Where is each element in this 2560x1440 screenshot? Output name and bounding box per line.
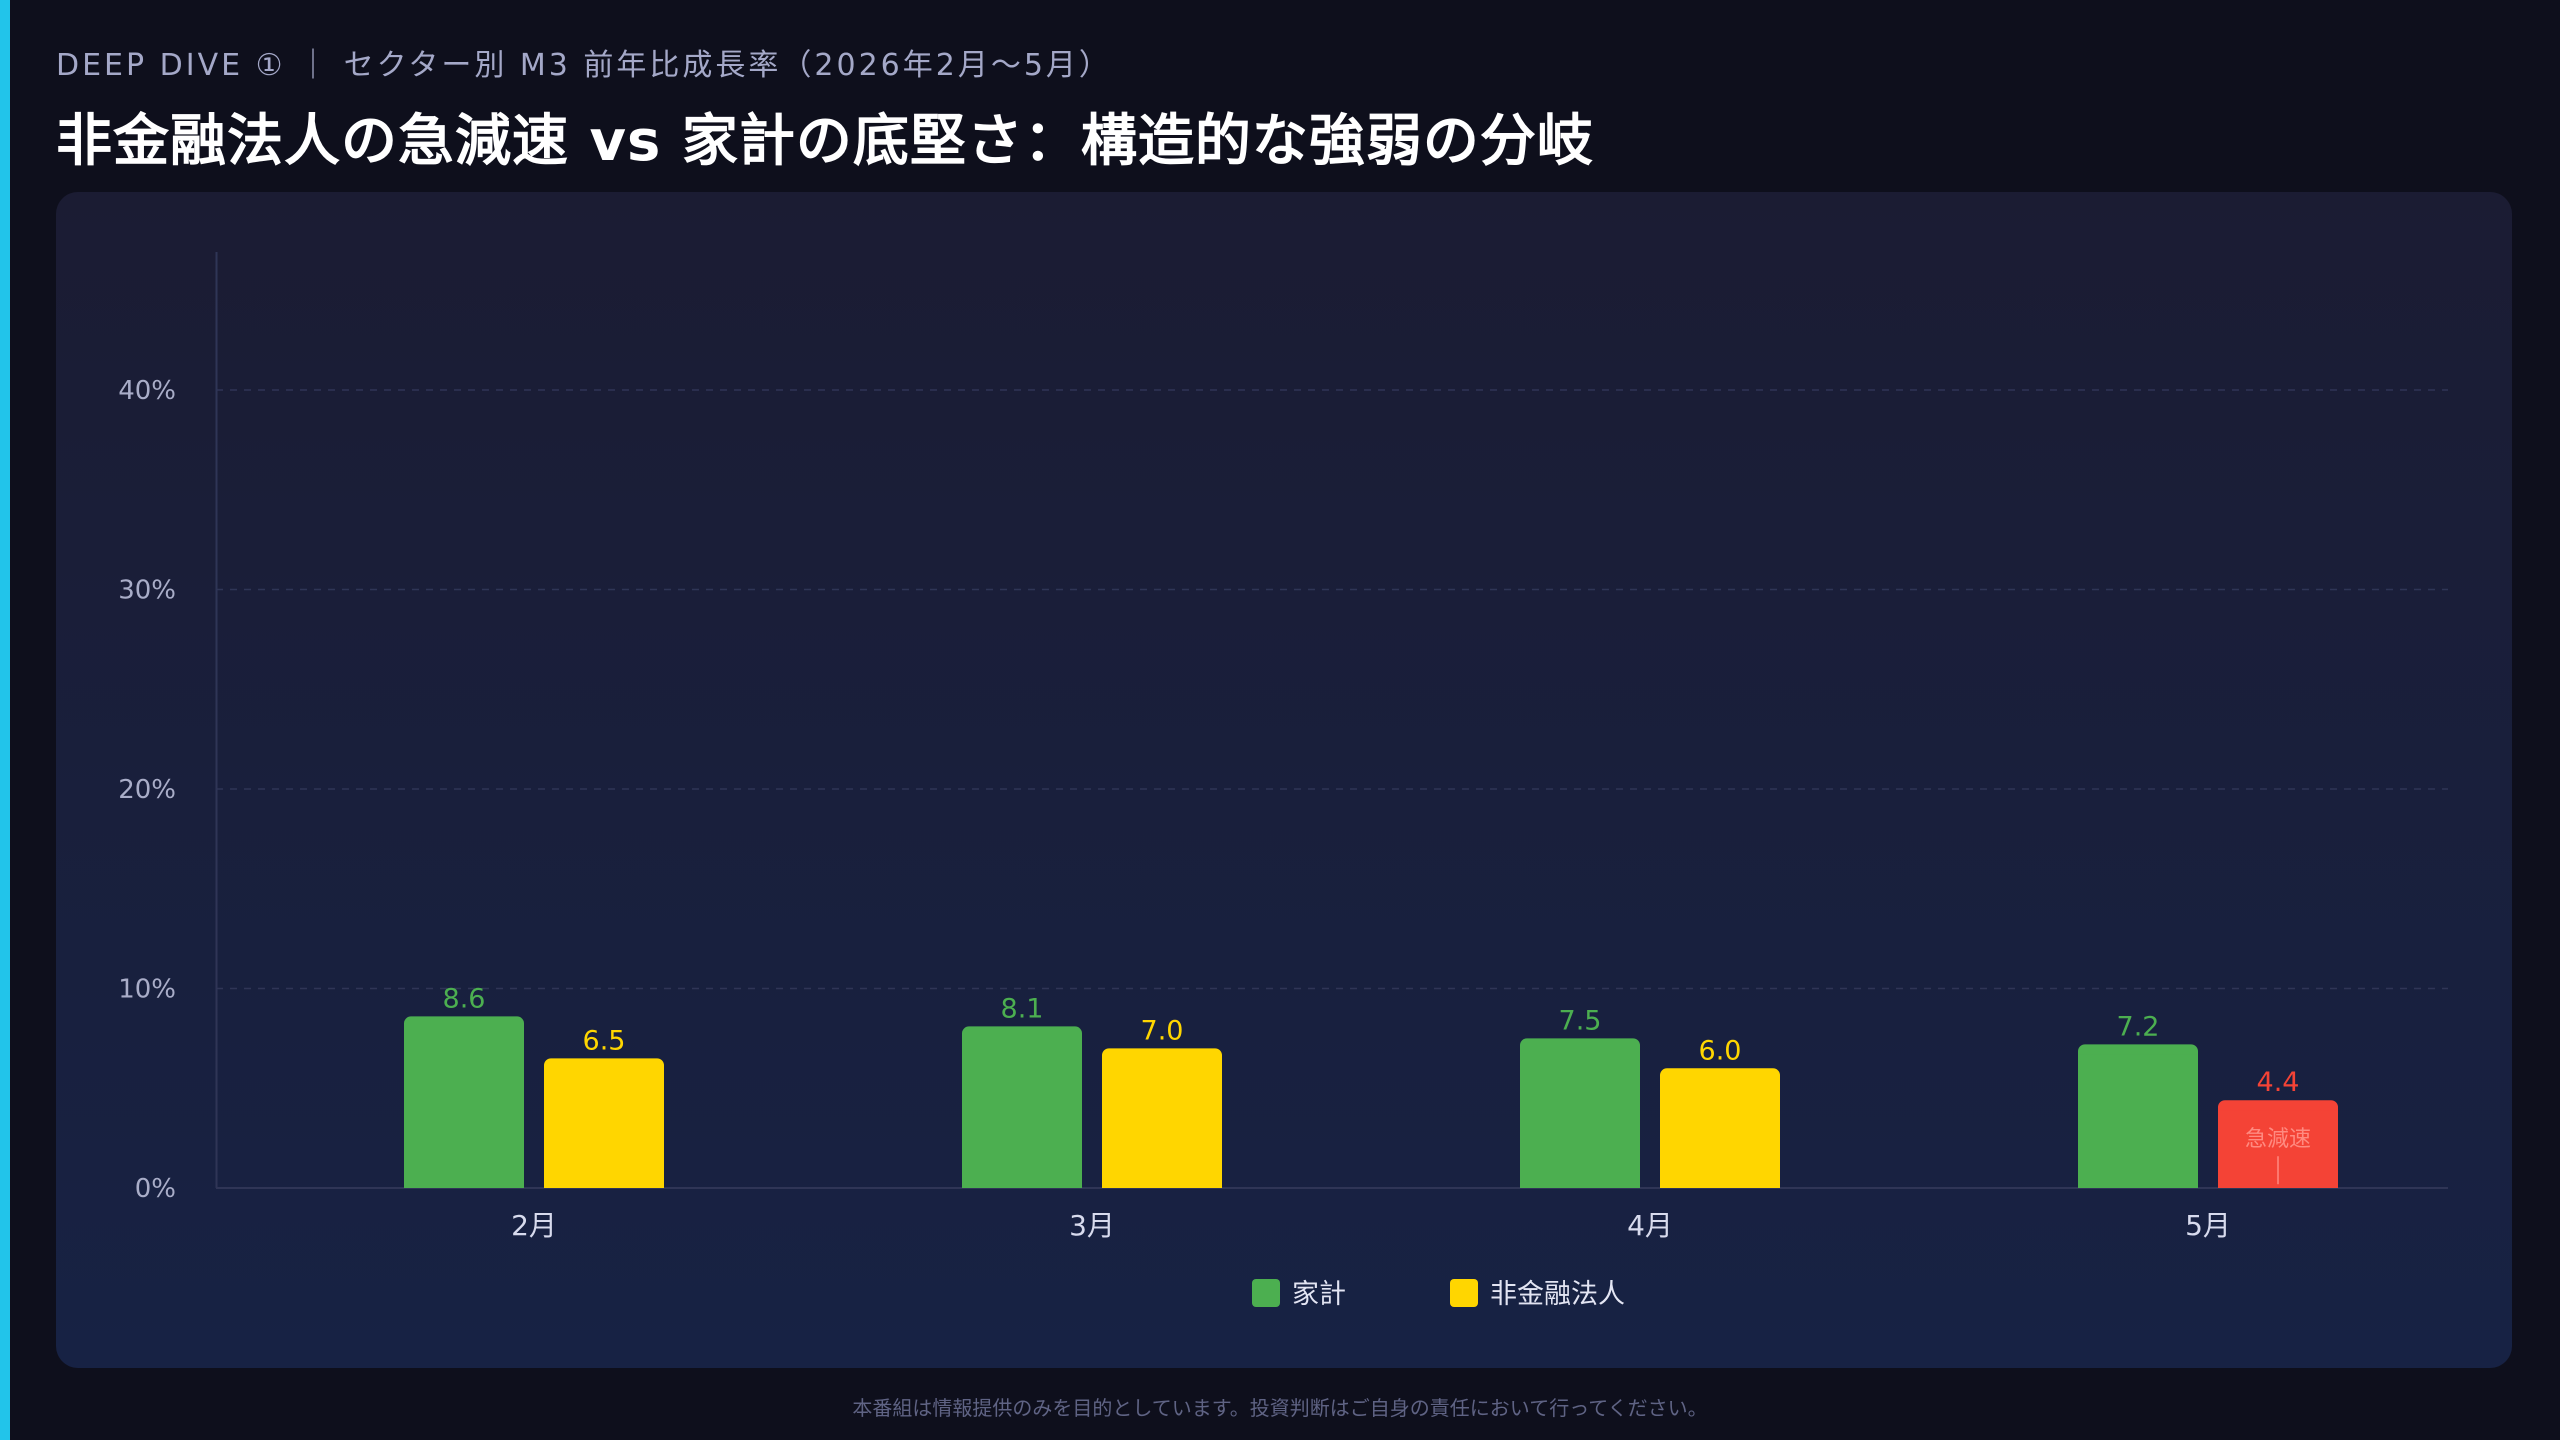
bar-nfc-body [1102, 1058, 1222, 1188]
x-tick-label: 2月 [511, 1209, 557, 1242]
data-label: 8.1 [1001, 993, 1044, 1024]
bar-nfc-body [1660, 1078, 1780, 1188]
data-label: 6.0 [1699, 1035, 1742, 1066]
legend-household-swatch [1252, 1279, 1280, 1307]
legend-nfc-label: 非金融法人 [1490, 1279, 1625, 1310]
y-tick-label: 0% [135, 1174, 176, 1204]
y-tick-label: 40% [118, 376, 176, 406]
y-tick-label: 30% [118, 576, 176, 606]
y-tick-label: 20% [118, 775, 176, 805]
data-label: 4.4 [2257, 1067, 2300, 1098]
bar-household-body [962, 1036, 1082, 1188]
data-label: 7.2 [2117, 1011, 2160, 1042]
page-title: 非金融法人の急減速 vs 家計の底堅さ：構造的な強弱の分岐 [56, 109, 1594, 174]
bar-nfc-body [544, 1068, 664, 1188]
bar-chart: 0% 10% 20% 30% 40% 8.6 6.5 2月 8.1 7.0 3月 7.5 6.0 4月 7.… [118, 252, 2448, 1310]
section-kicker: DEEP DIVE ① ｜ セクター別 M3 前年比成長率（2026年2月〜5月… [56, 48, 1112, 83]
chart-card: 0% 10% 20% 30% 40% 8.6 6.5 2月 8.1 7.0 3月 7.5 6.0 4月 7.… [56, 192, 2512, 1368]
bar-annotation: 急減速 [2245, 1127, 2311, 1152]
data-label: 6.5 [583, 1025, 626, 1056]
legend-nfc-swatch [1450, 1279, 1478, 1307]
disclaimer: 本番組は情報提供のみを目的としています。投資判断はご自身の責任において行ってくだ… [852, 1396, 1708, 1420]
x-tick-label: 4月 [1627, 1209, 1673, 1242]
bar-household-body [404, 1026, 524, 1188]
x-tick-label: 3月 [1069, 1209, 1115, 1242]
bar-household-body [2078, 1054, 2198, 1188]
data-label: 8.6 [443, 983, 486, 1014]
bar-household-body [1520, 1048, 1640, 1188]
data-label: 7.5 [1559, 1005, 1602, 1036]
y-tick-label: 10% [118, 975, 176, 1005]
legend-household-label: 家計 [1292, 1279, 1346, 1310]
data-label: 7.0 [1141, 1015, 1184, 1046]
x-tick-label: 5月 [2185, 1209, 2231, 1242]
accent-bar [0, 0, 10, 1440]
